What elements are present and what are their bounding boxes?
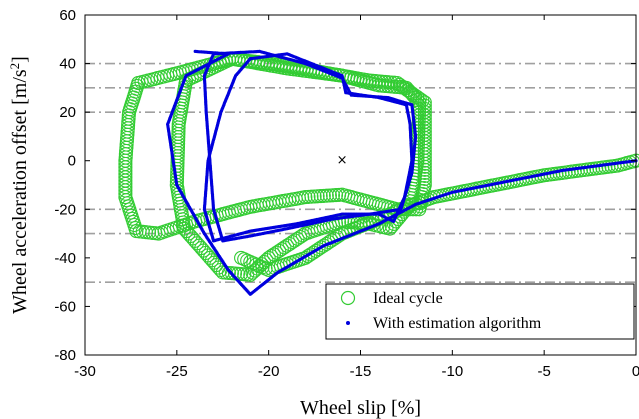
- ideal-point: [181, 226, 196, 241]
- y-tick-label: 40: [59, 56, 76, 73]
- x-tick-label: -25: [166, 363, 188, 380]
- plot-frame: [84, 14, 637, 356]
- legend-estimation-label: With estimation algorithm: [373, 315, 542, 332]
- y-tick-label: -80: [54, 347, 76, 364]
- x-tick-label: -5: [537, 363, 550, 380]
- y-tick-label: 0: [68, 153, 76, 170]
- y-tick-label: 20: [59, 104, 76, 121]
- ideal-point: [410, 92, 425, 108]
- legend: Ideal cycle With estimation algorithm: [325, 283, 635, 340]
- legend-ideal-label: Ideal cycle: [373, 290, 443, 307]
- y-axis-label: Wheel acceleration offset [m/s2]: [7, 56, 31, 314]
- x-tick-label: -20: [258, 363, 280, 380]
- y-tick-label: 60: [59, 7, 76, 24]
- x-tick-label: -10: [441, 363, 463, 380]
- ideal-point: [237, 252, 252, 267]
- y-tick-label: -20: [54, 201, 76, 218]
- x-axis-label: Wheel slip [%]: [300, 397, 421, 419]
- y-axis-label-close: ]: [9, 56, 31, 63]
- legend-estimation-marker: [346, 321, 350, 325]
- center-marker: ×: [337, 153, 348, 168]
- ideal-point: [247, 263, 262, 278]
- axis-ticks: -30 -25 -20 -15 -10 -5 0 -80 -60 -40 -20 0 20 40 60: [54, 7, 639, 380]
- y-tick-label: -40: [54, 250, 76, 267]
- x-tick-label: -30: [74, 363, 96, 380]
- x-tick-label: -15: [350, 363, 372, 380]
- series-ideal-cycle: [118, 51, 639, 282]
- legend-box: [325, 283, 635, 340]
- y-axis-label-sup: 2: [7, 63, 22, 70]
- estimation-point: [248, 57, 252, 61]
- legend-ideal-marker: [340, 290, 356, 306]
- ideal-point: [131, 75, 146, 91]
- y-axis-label-main: Wheel acceleration offset [m/s: [9, 69, 31, 314]
- x-tick-label: 0: [632, 363, 639, 380]
- y-tick-label: -60: [54, 298, 76, 315]
